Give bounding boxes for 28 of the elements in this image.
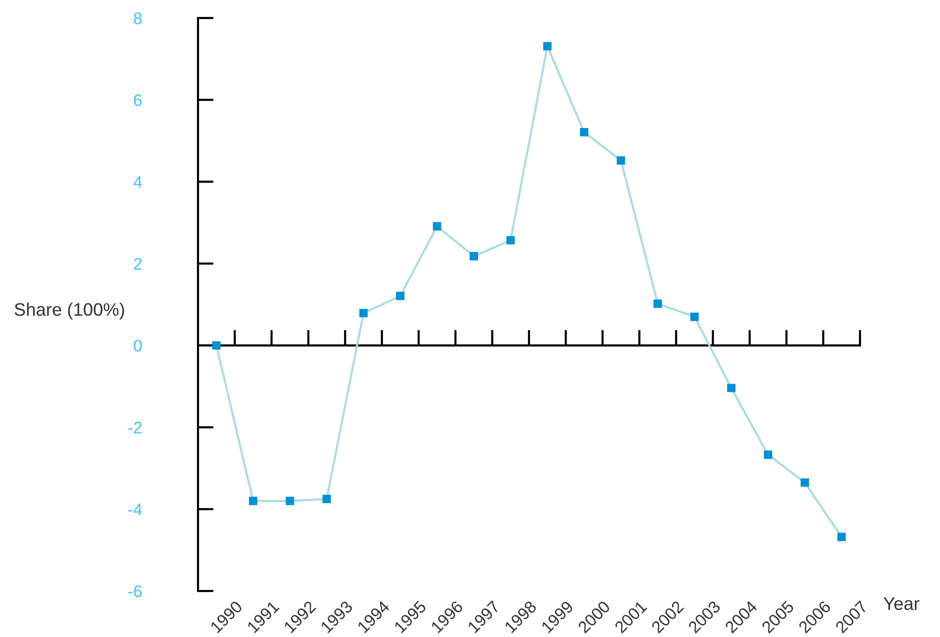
- y-tick-label: 6: [134, 94, 142, 106]
- point: [837, 532, 846, 542]
- point: [800, 478, 809, 487]
- y-axis-title: Share (100%): [14, 302, 124, 320]
- y-tick-label: -2: [128, 422, 142, 434]
- point: [616, 156, 626, 165]
- point: [543, 42, 552, 50]
- point: [764, 450, 772, 459]
- point: [506, 236, 515, 244]
- y-tick-label: 2: [134, 258, 142, 270]
- point: [432, 222, 442, 230]
- point: [470, 252, 478, 260]
- point: [690, 312, 699, 321]
- point: [286, 496, 294, 506]
- point: [322, 494, 331, 504]
- point: [654, 300, 662, 308]
- y-tick-label: 4: [134, 176, 142, 188]
- point: [249, 496, 258, 506]
- point: [359, 308, 368, 318]
- point: [580, 128, 588, 136]
- y-tick-label: 8: [134, 12, 142, 24]
- x-axis-title: Year: [884, 597, 920, 610]
- point: [396, 292, 404, 300]
- y-tick-label: 0: [134, 340, 142, 352]
- point: [212, 341, 221, 350]
- y-tick-label: -6: [128, 585, 142, 598]
- y-tick-label: -4: [128, 504, 142, 516]
- point: [727, 384, 736, 392]
